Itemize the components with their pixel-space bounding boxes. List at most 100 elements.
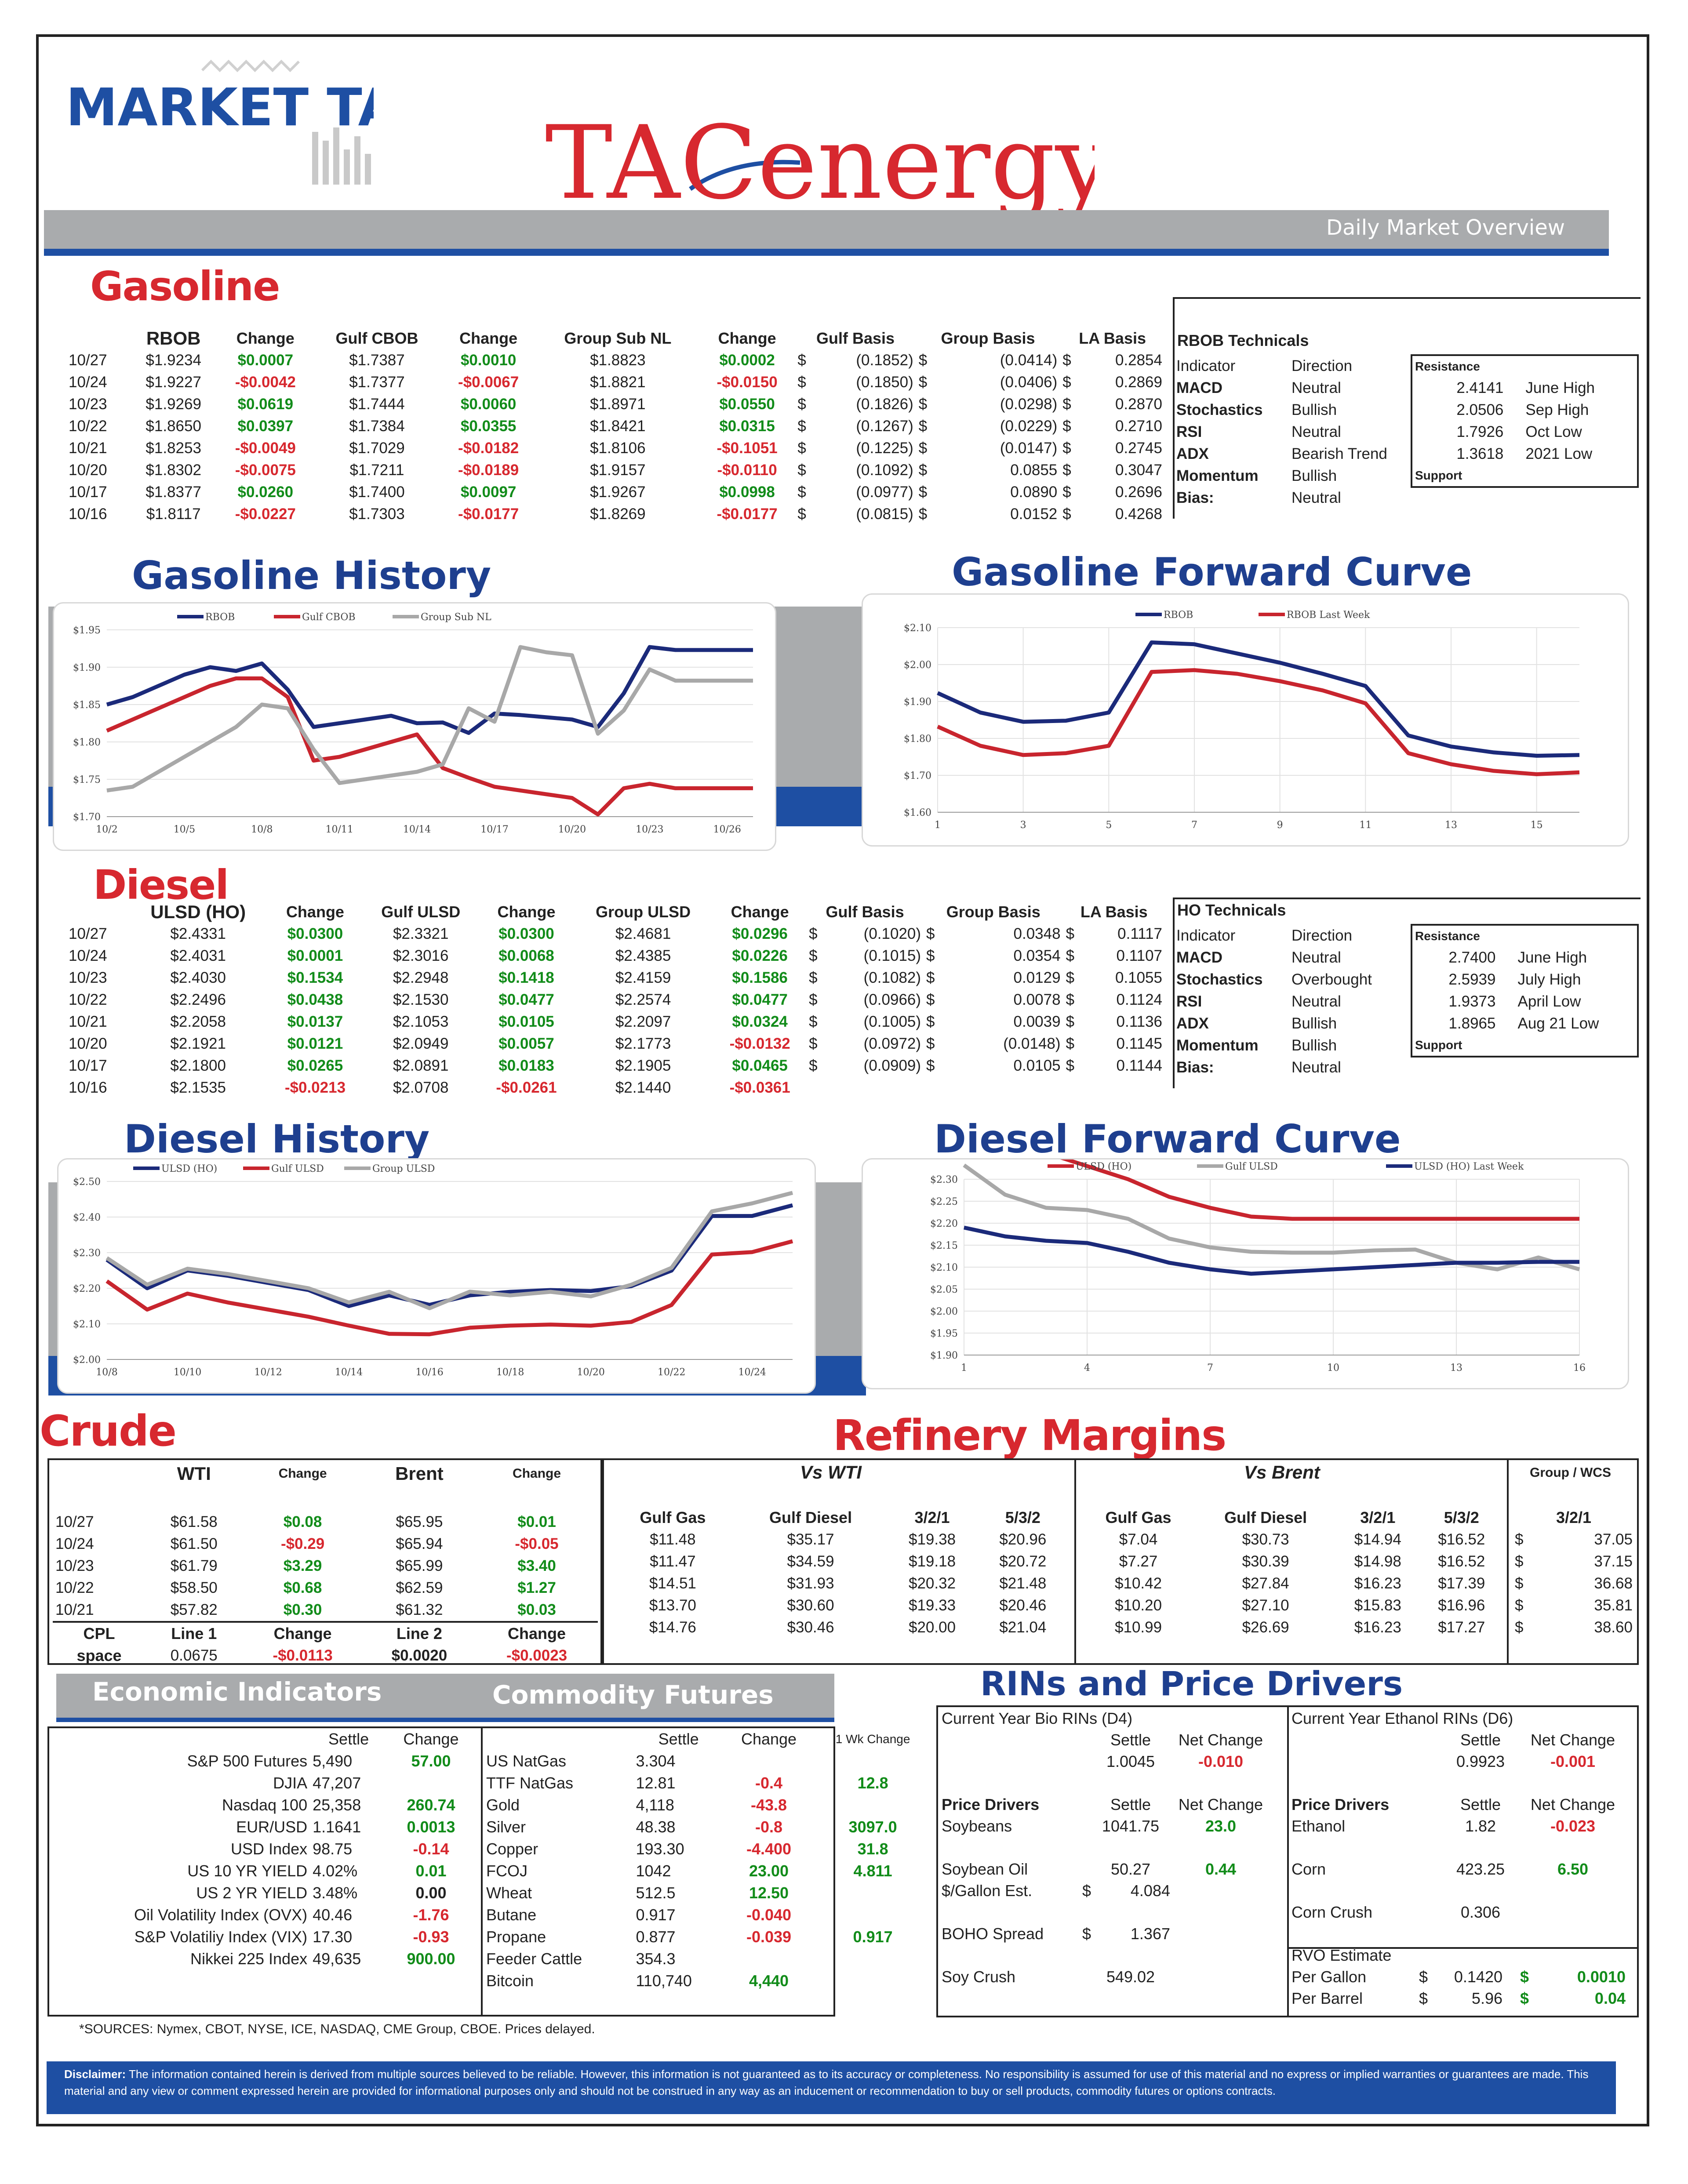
change-value: $0.0324 (732, 1013, 788, 1030)
disclaimer: Disclaimer: The information contained he… (47, 2061, 1616, 2114)
row-date: 10/22 (55, 1579, 94, 1596)
indicator-name: S&P 500 Futures (187, 1752, 308, 1770)
commodity-name: Gold (486, 1796, 520, 1814)
rvo-barrel-change: 0.04 (1594, 1989, 1626, 2007)
page-frame (36, 34, 1649, 2126)
x-tick-label: 7 (1207, 1363, 1213, 1374)
change-value: -0.039 (746, 1928, 792, 1946)
row-date: 10/16 (69, 1079, 107, 1096)
x-tick-label: 9 (1277, 820, 1283, 831)
row-date: 10/16 (69, 505, 107, 523)
y-tick-label: $1.90 (73, 662, 101, 673)
settle-header: Settle (1110, 1730, 1151, 1749)
rins-row: Current Year Ethanol RINs (D6) (1291, 1708, 1637, 1729)
col-change: Change (278, 1466, 327, 1481)
col-wcs-321: 3/2/1 (1556, 1508, 1592, 1526)
col-532: 5/3/2 (1444, 1508, 1479, 1526)
table-row: $38.60 (1512, 1617, 1635, 1639)
crude-title: Crude (40, 1406, 177, 1456)
wti-price: $61.58 (170, 1513, 218, 1530)
basis-value: 0.2869 (1115, 374, 1162, 391)
refinery-margins-title: Refinery Margins (833, 1411, 1226, 1460)
x-tick-label: 10/16 (415, 1367, 443, 1378)
currency-symbol: $ (926, 1057, 935, 1074)
col-change: Change (718, 329, 776, 347)
margin-value: $19.33 (909, 1597, 956, 1614)
col-rbob: RBOB (146, 328, 201, 349)
price-value: $2.2574 (615, 991, 671, 1008)
margin-value: $14.76 (649, 1619, 696, 1636)
settle-value: 354.3 (636, 1950, 676, 1968)
x-tick-label: 11 (1359, 820, 1372, 831)
col-ulsd-ho: ULSD (HO) (150, 901, 246, 922)
currency-symbol: $ (1062, 374, 1071, 391)
rins-row: $/Gallon Est. $4.084 (942, 1880, 1284, 1901)
price-value: $1.8253 (146, 440, 201, 457)
rvo-gallon-label: Per Gallon (1291, 1967, 1367, 1986)
margin-value: $14.94 (1354, 1531, 1401, 1548)
table-row: USD Index 98.75 -0.14 (53, 1838, 475, 1860)
margin-value: $16.23 (1354, 1575, 1401, 1592)
settle-value: 25,358 (313, 1796, 361, 1814)
basis-value: (0.1852) (856, 352, 913, 369)
table-row: 10/22 $58.50 $0.68 $62.59 $1.27 (53, 1577, 598, 1599)
change-value: -0.4 (755, 1774, 783, 1792)
change-value: $0.0438 (287, 991, 343, 1008)
price-value: $1.9157 (590, 462, 646, 479)
wk-change-value (814, 1882, 932, 1904)
price-value: $1.7303 (349, 505, 405, 523)
rins-row: Price Drivers Settle Net Change (942, 1794, 1284, 1815)
refinery-wcs-table: 3/2/1 $37.05 $37.15 $36.68 $35.81 $38.60 (1512, 1507, 1635, 1639)
table-row: S&P 500 Futures 5,490 57.00 (53, 1750, 475, 1772)
rins-d6-panel: Current Year Ethanol RINs (D6) Settle Net … (1291, 1708, 1637, 2009)
x-tick-label: 1 (961, 1363, 967, 1374)
level-value: 2.7400 (1410, 947, 1509, 969)
margin-value: $10.99 (1115, 1619, 1162, 1636)
col-wti: WTI (177, 1463, 211, 1484)
settle-value: 1042 (636, 1862, 671, 1880)
rins-row: Settle Net Change (942, 1729, 1284, 1751)
table-row: Nikkei 225 Index 49,635 900.00 (53, 1948, 475, 1970)
margin-value: $27.10 (1242, 1597, 1289, 1614)
currency-symbol: $ (809, 969, 818, 986)
table-row: Wheat 512.5 12.50 (484, 1882, 932, 1904)
col-gulf-cbob: Gulf CBOB (335, 329, 418, 347)
brent-price: $65.99 (396, 1557, 443, 1574)
currency-symbol: $ (1419, 1989, 1428, 2007)
price-value: $1.9234 (146, 352, 201, 369)
basis-value: 0.1124 (1116, 991, 1162, 1008)
change-value: $0.1534 (287, 969, 343, 986)
wk-change-value (814, 1904, 932, 1926)
currency-symbol: $ (1062, 505, 1071, 523)
technicals-row: Bias: Neutral (1173, 1057, 1638, 1079)
table-row: 10/23 $61.79 $3.29 $65.99 $3.40 (53, 1555, 598, 1577)
basis-value: (0.1020) (863, 925, 921, 942)
wk-change-value (814, 1948, 932, 1970)
level-value: 1.7926 (1410, 421, 1517, 443)
indicator-name: ADX (1176, 1015, 1209, 1032)
diesel-prices-table: ULSD (HO) Change Gulf ULSD Change Group … (66, 901, 1165, 1099)
brent-change: $0.01 (517, 1513, 556, 1530)
table-row: 10/17 $2.1800 $0.0265 $2.0891 $0.0183 $2.1905… (66, 1055, 1165, 1077)
indicator-name: S&P Volatiliy Index (VIX) (134, 1928, 308, 1946)
currency-symbol (1063, 1077, 1084, 1099)
x-tick-label: 10/11 (325, 824, 353, 835)
net-change-header: Net Change (1178, 1730, 1263, 1749)
price-value: $2.1053 (393, 1013, 449, 1030)
ethanol-settle: 1.82 (1465, 1817, 1496, 1835)
commodity-name: Butane (486, 1906, 537, 1924)
rins-row: Per Gallon $0.1420 $0.0010 (1291, 1966, 1637, 1988)
margin-value: $ (1515, 1597, 1524, 1614)
basis-value: 0.1055 (1115, 969, 1162, 986)
table-row: 10/17 $1.8377 $0.0260 $1.7400 $0.0097 $1.9267… (66, 481, 1165, 503)
row-date: 10/23 (55, 1557, 94, 1574)
x-tick-label: 10/14 (403, 824, 431, 835)
change-value: -$0.0182 (458, 440, 519, 457)
price-value: $2.4331 (170, 925, 226, 942)
economic-indicators-title: Economic Indicators (92, 1677, 382, 1707)
change-value: 0.01 (415, 1862, 447, 1880)
change-value: 0.0013 (407, 1818, 455, 1836)
margin-value: $20.96 (999, 1531, 1047, 1548)
price-value: $2.4681 (615, 925, 671, 942)
rvo-barrel-value: 5.96 (1471, 1989, 1502, 2007)
